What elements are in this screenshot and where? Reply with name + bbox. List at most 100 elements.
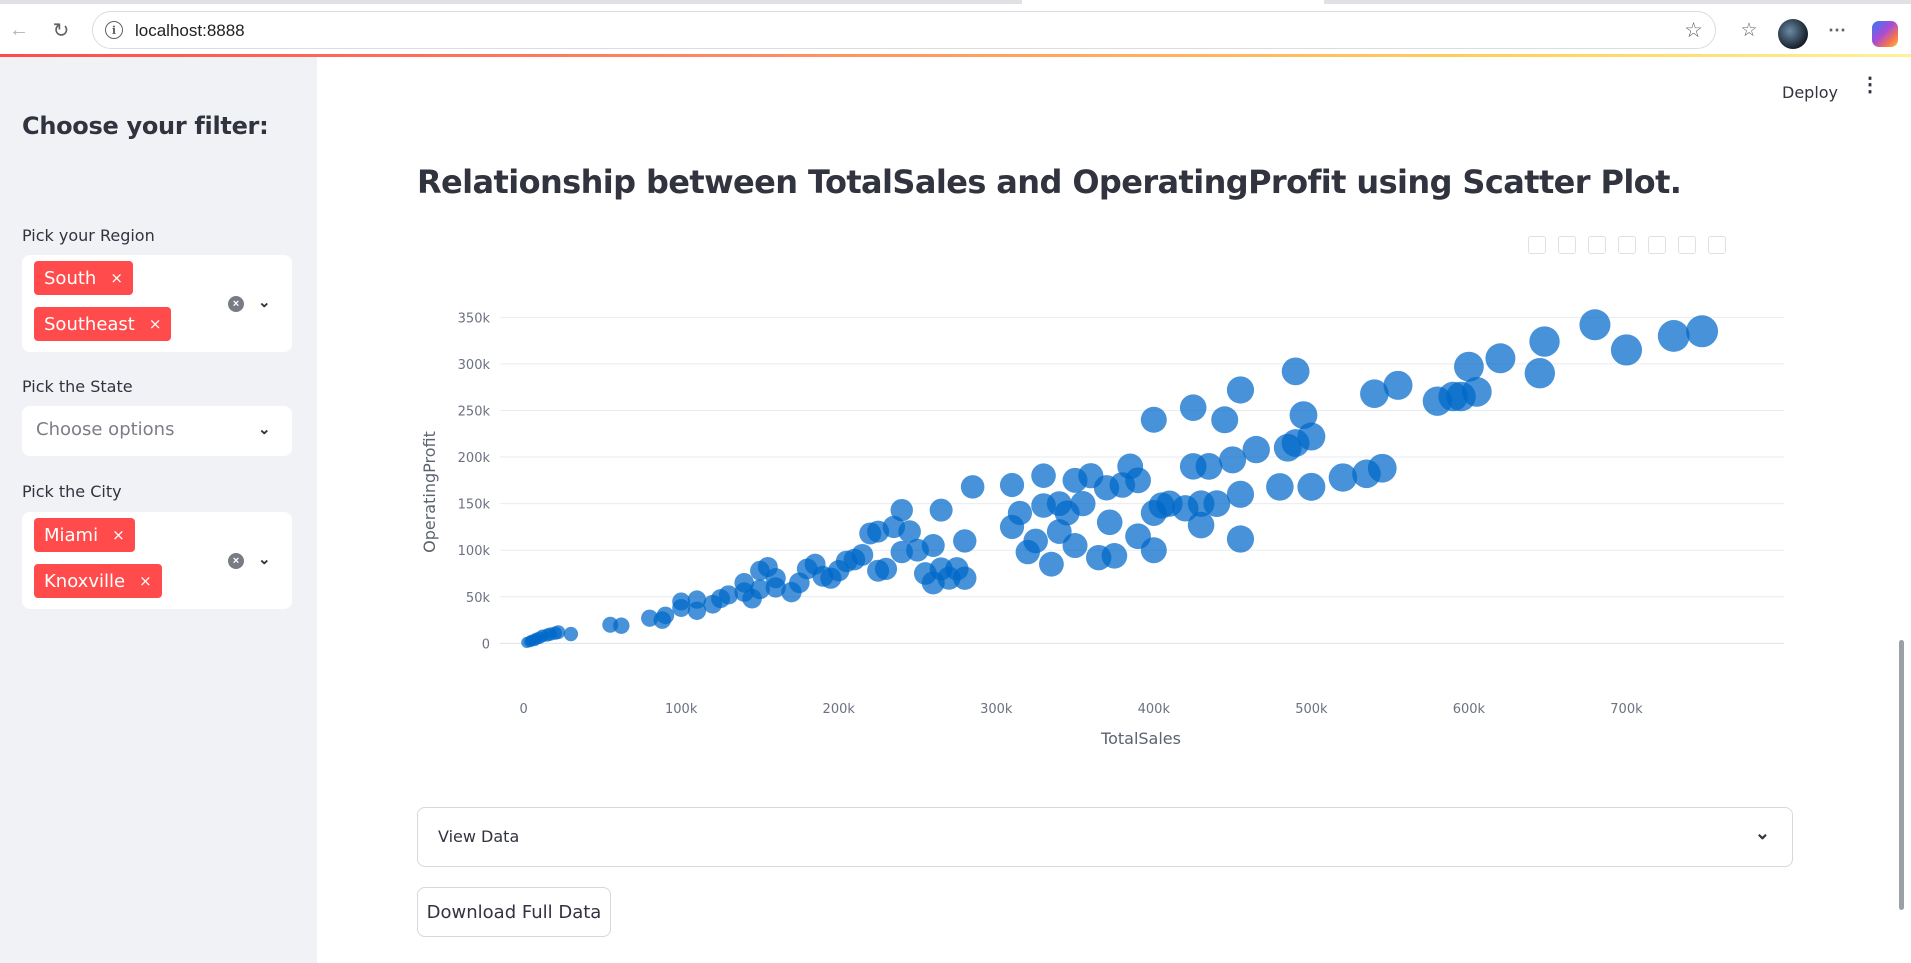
scatter-point[interactable] [921, 534, 945, 558]
scatter-point[interactable] [718, 585, 739, 605]
x-tick-label: 100k [665, 702, 698, 717]
zoom-icon[interactable] [1558, 236, 1576, 254]
scatter-point[interactable] [1007, 500, 1033, 526]
chevron-down-icon[interactable]: ⌄ [258, 294, 271, 311]
remove-tag-icon[interactable]: × [112, 526, 125, 544]
scatter-point[interactable] [898, 520, 921, 543]
scatter-point[interactable] [656, 606, 675, 625]
scatter-point[interactable] [1140, 537, 1167, 564]
star-icon[interactable]: ☆ [1684, 19, 1703, 42]
scatter-point[interactable] [1686, 315, 1719, 348]
scatter-point[interactable] [1461, 376, 1492, 407]
remove-tag-icon[interactable]: × [110, 269, 123, 287]
clear-all-icon[interactable]: × [228, 553, 244, 569]
scatter-point[interactable] [1289, 401, 1318, 430]
scatter-point[interactable] [1529, 326, 1560, 357]
scatter-point[interactable] [1367, 453, 1397, 483]
scatter-point[interactable] [1187, 511, 1215, 539]
info-icon[interactable]: i [105, 21, 123, 39]
clear-all-icon[interactable]: × [228, 296, 244, 312]
more-icon[interactable]: ⋯ [1828, 19, 1846, 40]
scatter-point[interactable] [1226, 480, 1255, 508]
reset-icon[interactable] [1708, 236, 1726, 254]
kebab-icon[interactable]: ⋮ [1860, 74, 1880, 96]
scatter-point[interactable] [1297, 472, 1326, 501]
scatter-point[interactable] [1195, 452, 1223, 480]
scatter-point[interactable] [1383, 370, 1413, 400]
scatter-point[interactable] [1179, 394, 1207, 421]
scatter-point[interactable] [1579, 309, 1611, 341]
active-tab[interactable] [1022, 0, 1324, 4]
scatter-point[interactable] [1524, 358, 1556, 389]
back-icon[interactable]: ← [9, 18, 29, 41]
remove-tag-icon[interactable]: × [148, 315, 162, 333]
scatter-point[interactable] [929, 498, 953, 522]
scatter-point[interactable] [1328, 463, 1358, 492]
scatter-point[interactable] [1281, 357, 1310, 386]
scatter-point[interactable] [1242, 435, 1270, 464]
scatter-point[interactable] [687, 601, 707, 620]
scatter-point[interactable] [874, 557, 898, 580]
scatter-point[interactable] [1297, 422, 1326, 451]
chevron-down-icon[interactable]: ⌄ [258, 421, 271, 438]
city-multiselect[interactable]: Miami × Knoxville × × ⌄ [22, 512, 292, 609]
chevron-down-icon[interactable]: ⌄ [1754, 823, 1770, 843]
pan-icon[interactable] [1588, 236, 1606, 254]
zoom-in-icon[interactable] [1618, 236, 1636, 254]
scatter-point[interactable] [613, 617, 630, 634]
scatter-point[interactable] [765, 577, 786, 598]
x-tick-label: 500k [1295, 702, 1328, 717]
scatter-point[interactable] [1226, 376, 1255, 404]
scatter-point[interactable] [1096, 509, 1123, 536]
scatter-point[interactable] [953, 566, 977, 590]
tag-label: Southeast [44, 313, 135, 335]
scatter-point[interactable] [1203, 490, 1231, 518]
scatter-point[interactable] [1023, 528, 1048, 554]
region-multiselect[interactable]: South × Southeast × × ⌄ [22, 255, 292, 352]
profile-avatar[interactable] [1778, 19, 1808, 49]
deploy-button[interactable]: Deploy [1782, 83, 1839, 102]
copilot-icon[interactable] [1872, 21, 1898, 47]
scatter-point[interactable] [890, 498, 913, 522]
scatter-point[interactable] [1101, 543, 1128, 569]
scatter-point[interactable] [750, 579, 770, 600]
scatter-point[interactable] [672, 598, 691, 617]
scatter-point[interactable] [1140, 406, 1167, 433]
scatter-point[interactable] [953, 529, 977, 553]
camera-icon[interactable] [1528, 236, 1546, 254]
scatter-point[interactable] [1454, 351, 1484, 382]
y-tick-label: 0 [482, 637, 490, 652]
scatter-point[interactable] [851, 543, 874, 566]
scatter-point[interactable] [1211, 406, 1239, 434]
scatter-point[interactable] [1360, 379, 1389, 409]
remove-tag-icon[interactable]: × [139, 572, 152, 590]
scatter-chart[interactable]: 0 50k 100k 150k 200k 250k 300k 350k 0 100k 200k 30… [417, 300, 1807, 760]
scatter-point[interactable] [1610, 334, 1643, 366]
scatter-point[interactable] [1125, 467, 1151, 494]
scatter-point[interactable] [1039, 551, 1064, 577]
state-multiselect[interactable]: Choose options ⌄ [22, 406, 292, 456]
view-data-expander[interactable]: View Data ⌄ [417, 807, 1793, 867]
scatter-point[interactable] [1062, 533, 1088, 559]
scatter-point[interactable] [1657, 320, 1690, 352]
favorites-icon[interactable]: ☆ [1740, 19, 1758, 41]
scatter-point[interactable] [1219, 446, 1247, 474]
tab-strip [0, 0, 1911, 4]
chart-modebar[interactable] [1528, 236, 1738, 258]
address-bar[interactable]: i localhost:8888 ☆ [92, 11, 1716, 49]
scatter-point[interactable] [551, 625, 566, 640]
reload-icon[interactable]: ↻ [52, 19, 70, 42]
scatter-point[interactable] [1226, 525, 1255, 553]
scatter-point[interactable] [1485, 343, 1516, 374]
chevron-down-icon[interactable]: ⌄ [258, 551, 271, 568]
scatter-point[interactable] [1266, 473, 1294, 501]
download-full-data-button[interactable]: Download Full Data [417, 887, 611, 937]
scatter-point[interactable] [999, 472, 1025, 498]
autoscale-icon[interactable] [1678, 236, 1696, 254]
scatter-point[interactable] [563, 626, 579, 642]
scatter-point[interactable] [1070, 491, 1096, 517]
scrollbar[interactable] [1899, 640, 1904, 910]
zoom-out-icon[interactable] [1648, 236, 1666, 254]
scatter-point[interactable] [1031, 463, 1056, 488]
scatter-point[interactable] [960, 475, 985, 499]
